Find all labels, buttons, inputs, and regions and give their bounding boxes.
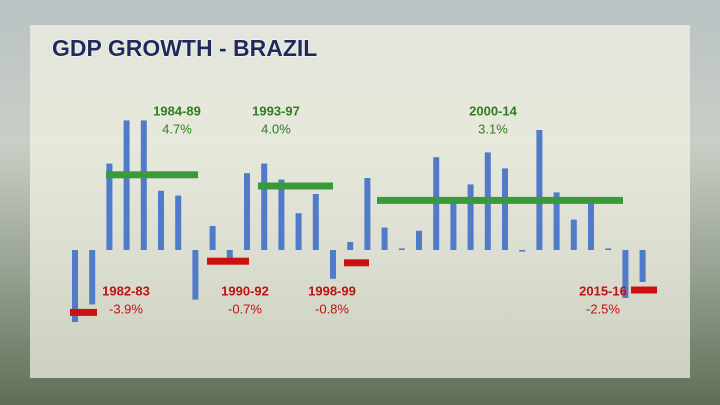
bar <box>588 202 594 250</box>
average-line <box>207 257 249 265</box>
bar <box>278 179 285 250</box>
average-label: -3.9% <box>109 301 143 316</box>
bar <box>502 168 508 250</box>
average-label: -0.7% <box>228 301 262 316</box>
bar <box>639 250 646 282</box>
bar <box>192 250 199 300</box>
chart-title: GDP GROWTH - BRAZIL <box>52 35 317 61</box>
bar <box>158 190 164 250</box>
bar <box>570 219 577 250</box>
period-label: 1993-97 <box>252 103 300 118</box>
bar <box>381 227 388 250</box>
bar <box>467 184 474 250</box>
bar <box>261 163 268 250</box>
average-label: 3.1% <box>478 121 508 136</box>
bar <box>209 226 216 250</box>
period-label: 1984-89 <box>153 103 201 118</box>
bar <box>123 120 130 251</box>
bar <box>553 192 560 250</box>
average-line <box>631 286 657 294</box>
bar <box>175 195 182 250</box>
period-label: 1982-83 <box>102 283 150 298</box>
bar <box>330 250 336 279</box>
average-label: 4.0% <box>261 121 291 136</box>
bar <box>140 120 147 251</box>
bar <box>106 163 113 250</box>
bar <box>605 248 612 250</box>
average-line <box>344 259 369 267</box>
bar <box>398 248 405 250</box>
bar <box>536 130 543 250</box>
period-label: 1990-92 <box>221 283 269 298</box>
bar <box>347 242 354 250</box>
bar <box>519 250 526 252</box>
bar <box>450 198 457 250</box>
average-line <box>258 182 333 190</box>
average-line <box>106 171 198 179</box>
bar <box>295 213 302 250</box>
average-label: -2.5% <box>586 301 620 316</box>
bar <box>244 173 250 250</box>
period-label: 2000-14 <box>469 103 517 118</box>
bar <box>312 194 319 250</box>
average-label: 4.7% <box>162 121 192 136</box>
bar <box>622 250 629 298</box>
bar <box>226 250 233 258</box>
period-label: 1998-99 <box>308 283 356 298</box>
average-line <box>377 196 623 204</box>
average-label: -0.8% <box>315 301 349 316</box>
bar <box>364 178 371 250</box>
period-label: 2015-16 <box>579 283 627 298</box>
bar <box>89 250 96 305</box>
bar <box>72 250 78 322</box>
bar <box>416 230 422 250</box>
average-line <box>70 308 97 316</box>
